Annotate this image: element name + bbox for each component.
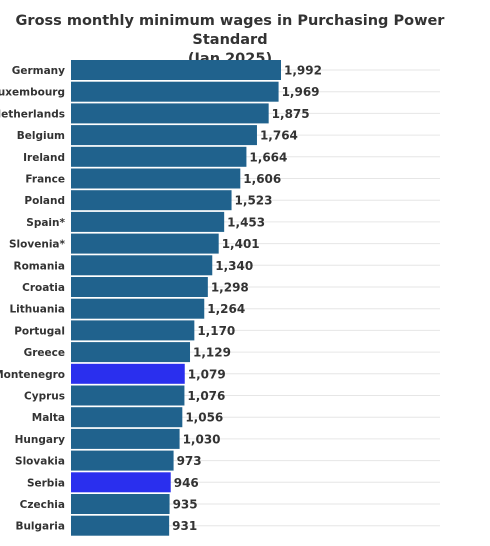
value-label: 946	[174, 476, 199, 490]
category-label: Slovenia*	[9, 239, 66, 251]
value-label: 1,664	[249, 150, 287, 164]
value-label: 935	[173, 498, 198, 512]
value-label: 1,030	[183, 432, 221, 446]
category-label: Romania	[14, 260, 66, 272]
value-label: 1,056	[185, 411, 223, 425]
bar	[71, 60, 281, 80]
value-label: 1,969	[282, 85, 320, 99]
category-label: Greece	[24, 347, 65, 359]
category-label: Malta	[32, 412, 65, 424]
value-label: 931	[172, 519, 197, 533]
bar	[71, 190, 232, 211]
category-label: Spain*	[26, 217, 65, 229]
bar	[71, 385, 185, 406]
category-label: Netherlands	[0, 108, 65, 120]
value-label: 1,298	[211, 281, 249, 295]
bar	[71, 320, 195, 341]
bar	[71, 515, 170, 536]
bar	[71, 428, 180, 449]
value-label: 1,079	[188, 367, 226, 381]
value-label: 1,340	[215, 259, 253, 273]
category-label: Poland	[24, 195, 65, 207]
category-label: Bulgaria	[15, 521, 65, 533]
value-label: 1,170	[197, 324, 235, 338]
value-label: 1,129	[193, 346, 231, 360]
category-label: France	[25, 174, 65, 186]
chart-title-line-1: Gross monthly minimum wages in Purchasin…	[15, 13, 445, 48]
category-label: Cyprus	[24, 391, 65, 403]
bar	[71, 277, 208, 297]
bar	[71, 255, 213, 276]
category-label: Czechia	[20, 499, 65, 511]
bar	[71, 472, 171, 493]
value-label: 1,401	[222, 237, 260, 251]
value-label: 1,453	[227, 215, 265, 229]
category-label: Slovakia	[15, 456, 65, 468]
bar	[71, 407, 183, 428]
bar	[71, 146, 247, 167]
value-label: 1,764	[260, 129, 298, 143]
bar	[71, 168, 241, 189]
category-label: Ireland	[23, 152, 65, 164]
category-label: Germany	[12, 65, 65, 77]
bar	[71, 450, 174, 471]
bar	[71, 342, 191, 363]
bar	[71, 233, 219, 254]
bar	[71, 494, 170, 514]
category-label: Belgium	[17, 130, 65, 142]
value-label: 1,875	[272, 107, 310, 121]
value-label: 1,606	[243, 172, 281, 186]
category-label: Luxembourg	[0, 87, 65, 99]
category-label: Serbia	[27, 477, 65, 489]
category-label: Montenegro	[0, 369, 65, 381]
bar	[71, 211, 225, 232]
value-label: 973	[177, 454, 202, 468]
category-label: Lithuania	[9, 304, 65, 316]
bar	[71, 81, 279, 102]
category-label: Portugal	[14, 325, 65, 337]
bar	[71, 363, 185, 384]
bar	[71, 298, 205, 319]
value-label: 1,076	[187, 389, 225, 403]
bar	[71, 125, 257, 146]
category-label: Croatia	[22, 282, 65, 294]
value-label: 1,992	[284, 64, 322, 78]
category-label: Hungary	[15, 434, 66, 446]
value-label: 1,264	[207, 302, 245, 316]
bar	[71, 103, 269, 124]
value-label: 1,523	[235, 194, 273, 208]
